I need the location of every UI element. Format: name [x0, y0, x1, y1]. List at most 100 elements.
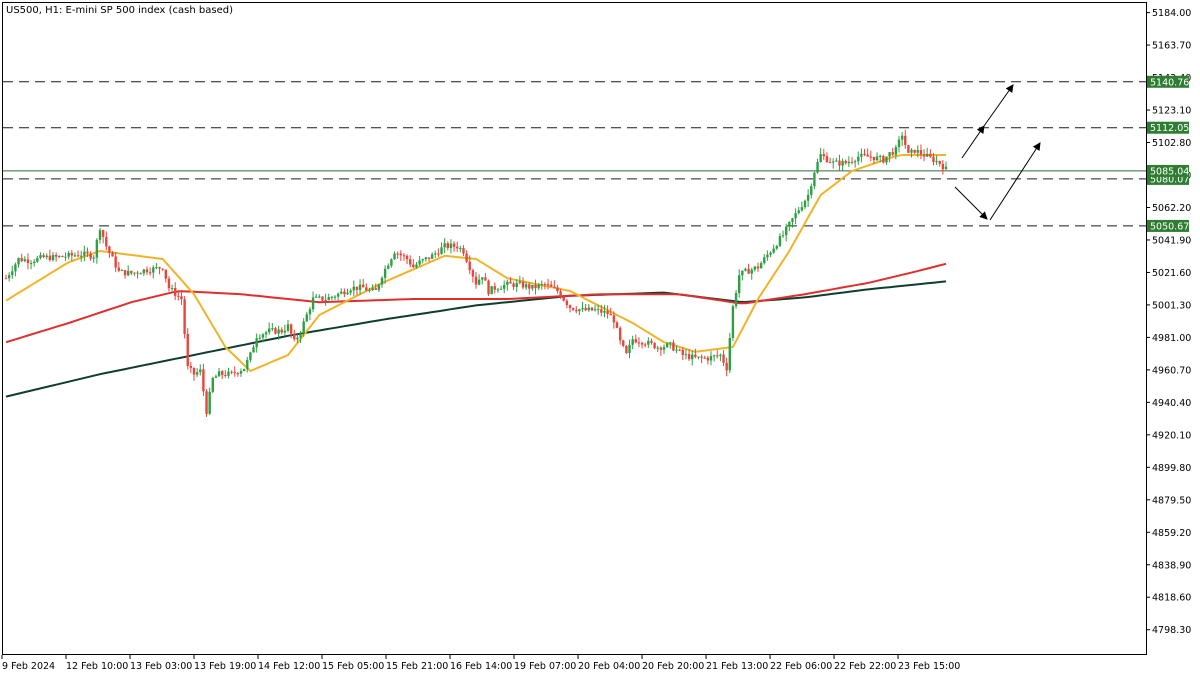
y-tick-label: 5021.60 [1152, 268, 1191, 279]
x-axis: 9 Feb 2024 12 Feb 10:00 13 Feb 03:00 13 Feb… [1, 655, 960, 672]
candle-bull [775, 246, 778, 249]
x-tick-label: 13 Feb 19:00 [194, 661, 256, 672]
candle-bear [509, 281, 512, 284]
candle-bull [421, 259, 424, 261]
candle-bull [418, 260, 421, 265]
candle-bear [609, 314, 612, 316]
candle-bull [277, 329, 280, 334]
candle-bull [390, 259, 393, 266]
x-tick-label: 14 Feb 12:00 [258, 661, 320, 672]
candle-bear [192, 367, 196, 375]
candle-bull [98, 230, 102, 240]
candle-bull [888, 152, 891, 157]
candle-bull [349, 290, 352, 293]
candle-bull [308, 309, 312, 315]
candle-bear [20, 257, 23, 262]
candle-bull [296, 337, 299, 340]
candle-bear [289, 324, 293, 334]
candle-bear [280, 329, 283, 333]
x-tick-label: 20 Feb 20:00 [642, 661, 704, 672]
candle-bear [700, 356, 703, 358]
candle-bear [321, 296, 324, 301]
candle-bull [371, 288, 374, 291]
x-tick-label: 9 Feb 2024 [2, 661, 55, 672]
candle-bear [825, 156, 829, 163]
candle-bear [706, 357, 710, 361]
candle-bull [258, 337, 261, 339]
candle-bear [86, 251, 89, 254]
candle-bull [14, 264, 17, 272]
chart-title: US500, H1: E-mini SP 500 index (cash bas… [6, 5, 233, 16]
candle-bull [797, 210, 800, 214]
candle-bear [365, 287, 368, 291]
candle-bear [205, 391, 208, 414]
y-tick-label: 4859.20 [1152, 528, 1191, 539]
candle-bull [810, 186, 813, 195]
candle-bull [340, 291, 343, 294]
arrow-up-1 [961, 125, 985, 159]
candle-bear [556, 287, 559, 292]
candle-bull [841, 160, 844, 166]
y-tick-label: 4838.90 [1152, 560, 1191, 571]
candle-bull [11, 271, 14, 276]
candle-bear [584, 308, 587, 311]
candle-bull [879, 156, 882, 158]
level-tag-label: 5050.67 [1150, 221, 1189, 232]
candle-bull [64, 256, 67, 258]
candle-bear [48, 255, 52, 261]
y-tick-label: 5102.80 [1152, 138, 1191, 149]
candle-bull [499, 288, 503, 290]
candle-bull [531, 284, 534, 289]
candle-bull [769, 252, 772, 255]
candle-bull [255, 338, 258, 348]
candle-bear [230, 371, 233, 373]
candle-bull [697, 356, 700, 358]
candle-bull [336, 293, 340, 297]
arrow-up-2 [983, 84, 1014, 127]
candle-bear [938, 161, 941, 164]
candle-bear [850, 161, 854, 163]
candle-bear [929, 153, 932, 157]
candle-bear [622, 340, 625, 346]
x-tick-label: 22 Feb 06:00 [770, 661, 832, 672]
candle-bear [343, 291, 346, 295]
candle-bear [437, 253, 440, 255]
candle-bear [117, 267, 120, 271]
candle-bear [409, 259, 412, 265]
candle-bear [747, 268, 750, 274]
candle-bear [828, 162, 832, 164]
x-tick-label: 15 Feb 21:00 [386, 661, 448, 672]
candle-bear [725, 362, 728, 371]
ma-mid-line [5, 262, 947, 344]
candle-bull [897, 139, 901, 148]
candle-bear [919, 150, 923, 155]
candle-bull [51, 254, 55, 261]
candle-bull [170, 288, 174, 290]
y-tick-label: 5062.20 [1152, 203, 1191, 214]
level-tag-bg [1147, 121, 1189, 134]
candle-bull [33, 261, 36, 264]
candle-bear [101, 230, 105, 237]
candle-bear [362, 284, 365, 288]
candle-bear [183, 299, 186, 334]
candle-bull [835, 160, 838, 162]
candle-bear [427, 257, 431, 259]
y-tick-label: 4960.70 [1152, 365, 1191, 376]
candle-bear [402, 255, 406, 257]
y-tick-label: 4879.50 [1152, 495, 1191, 506]
candle-bear [550, 284, 553, 287]
candle-bull [45, 255, 48, 258]
candle-bear [130, 270, 133, 274]
candle-bear [882, 156, 885, 163]
candle-bear [136, 272, 139, 274]
candle-bull [83, 251, 86, 256]
candle-bull [449, 243, 453, 248]
candle-bear [565, 300, 569, 306]
candle-bear [553, 286, 556, 288]
candle-bear [703, 357, 706, 359]
candle-bull [271, 328, 274, 330]
candle-bear [590, 307, 594, 311]
candle-bear [374, 288, 377, 290]
candle-bull [734, 293, 738, 307]
